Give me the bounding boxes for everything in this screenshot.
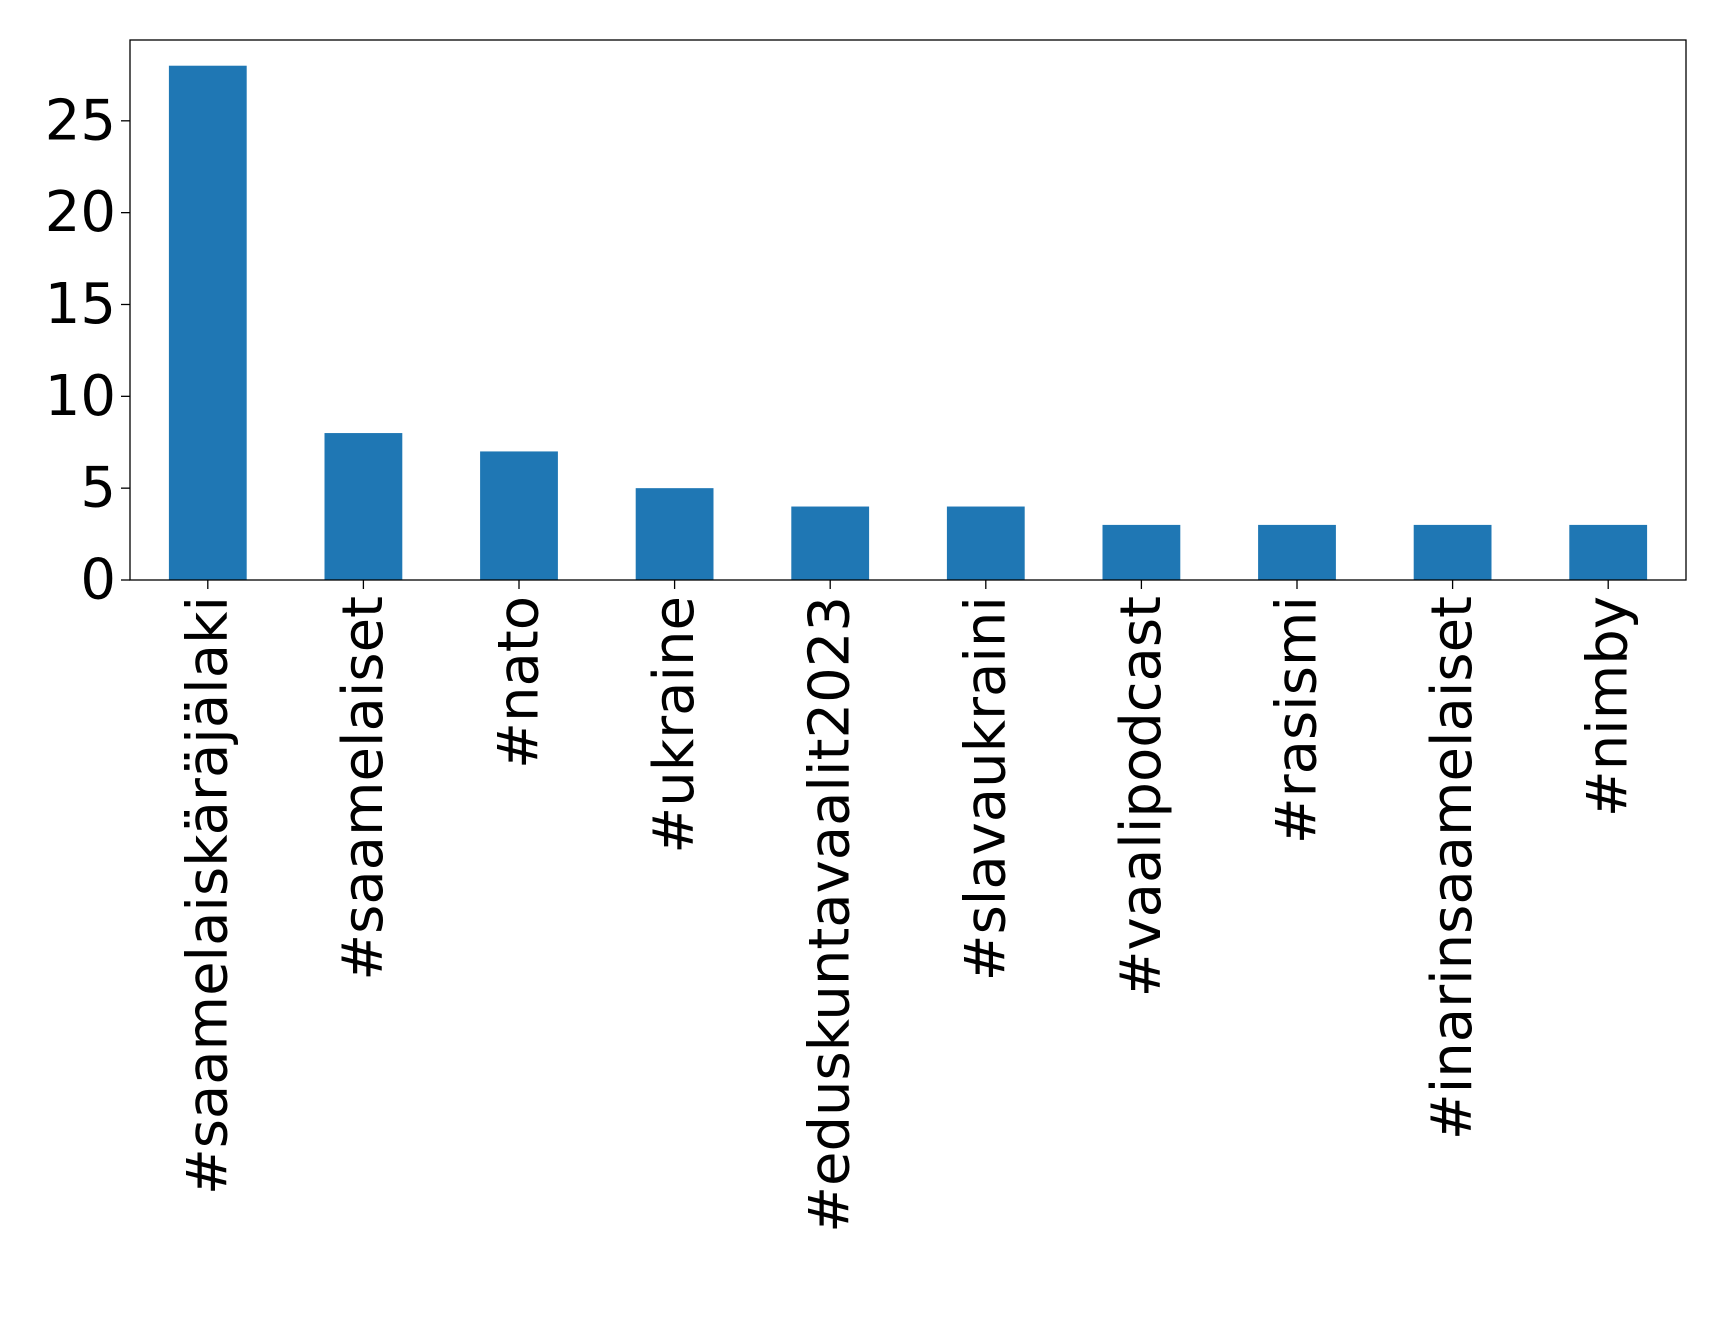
bar-6 bbox=[1102, 524, 1181, 580]
x-tick-label-3: #ukraine bbox=[642, 596, 707, 854]
y-tick-label-1: 5 bbox=[80, 456, 116, 521]
y-tick-label-3: 15 bbox=[45, 272, 116, 337]
x-tick-label-2: #nato bbox=[487, 596, 552, 769]
y-tick-label-0: 0 bbox=[80, 548, 116, 613]
x-tick-label-0: #saamelaiskäräjälaki bbox=[175, 596, 240, 1195]
x-tick-label-7: #rasismi bbox=[1265, 596, 1330, 844]
bar-1 bbox=[324, 433, 403, 580]
bar-8 bbox=[1413, 524, 1492, 580]
plot-frame bbox=[129, 39, 1687, 581]
bar-4 bbox=[791, 506, 870, 580]
x-tick-label-9: #nimby bbox=[1576, 596, 1641, 817]
x-tick-label-6: #vaalipodcast bbox=[1109, 596, 1174, 997]
x-tick-label-5: #slavaukraini bbox=[953, 596, 1018, 981]
x-tick-label-8: #inarinsaamelaiset bbox=[1420, 596, 1485, 1140]
y-tick-label-5: 25 bbox=[45, 88, 116, 153]
bar-7 bbox=[1258, 524, 1336, 580]
x-tick-label-4: #eduskuntavaalit2023 bbox=[798, 596, 863, 1233]
bar-2 bbox=[480, 451, 558, 580]
bar-0 bbox=[168, 65, 247, 580]
bar-3 bbox=[635, 488, 714, 580]
bar-9 bbox=[1569, 524, 1648, 580]
bar-5 bbox=[946, 506, 1025, 580]
bars-layer bbox=[168, 65, 1648, 580]
x-axis: #saamelaiskäräjälaki #saamelaiset #nato #uk… bbox=[175, 580, 1641, 1233]
y-tick-label-4: 20 bbox=[45, 180, 116, 245]
x-tick-label-1: #saamelaiset bbox=[331, 596, 396, 981]
y-tick-label-2: 10 bbox=[45, 364, 116, 429]
y-axis: 0 5 10 15 20 25 bbox=[45, 88, 130, 613]
